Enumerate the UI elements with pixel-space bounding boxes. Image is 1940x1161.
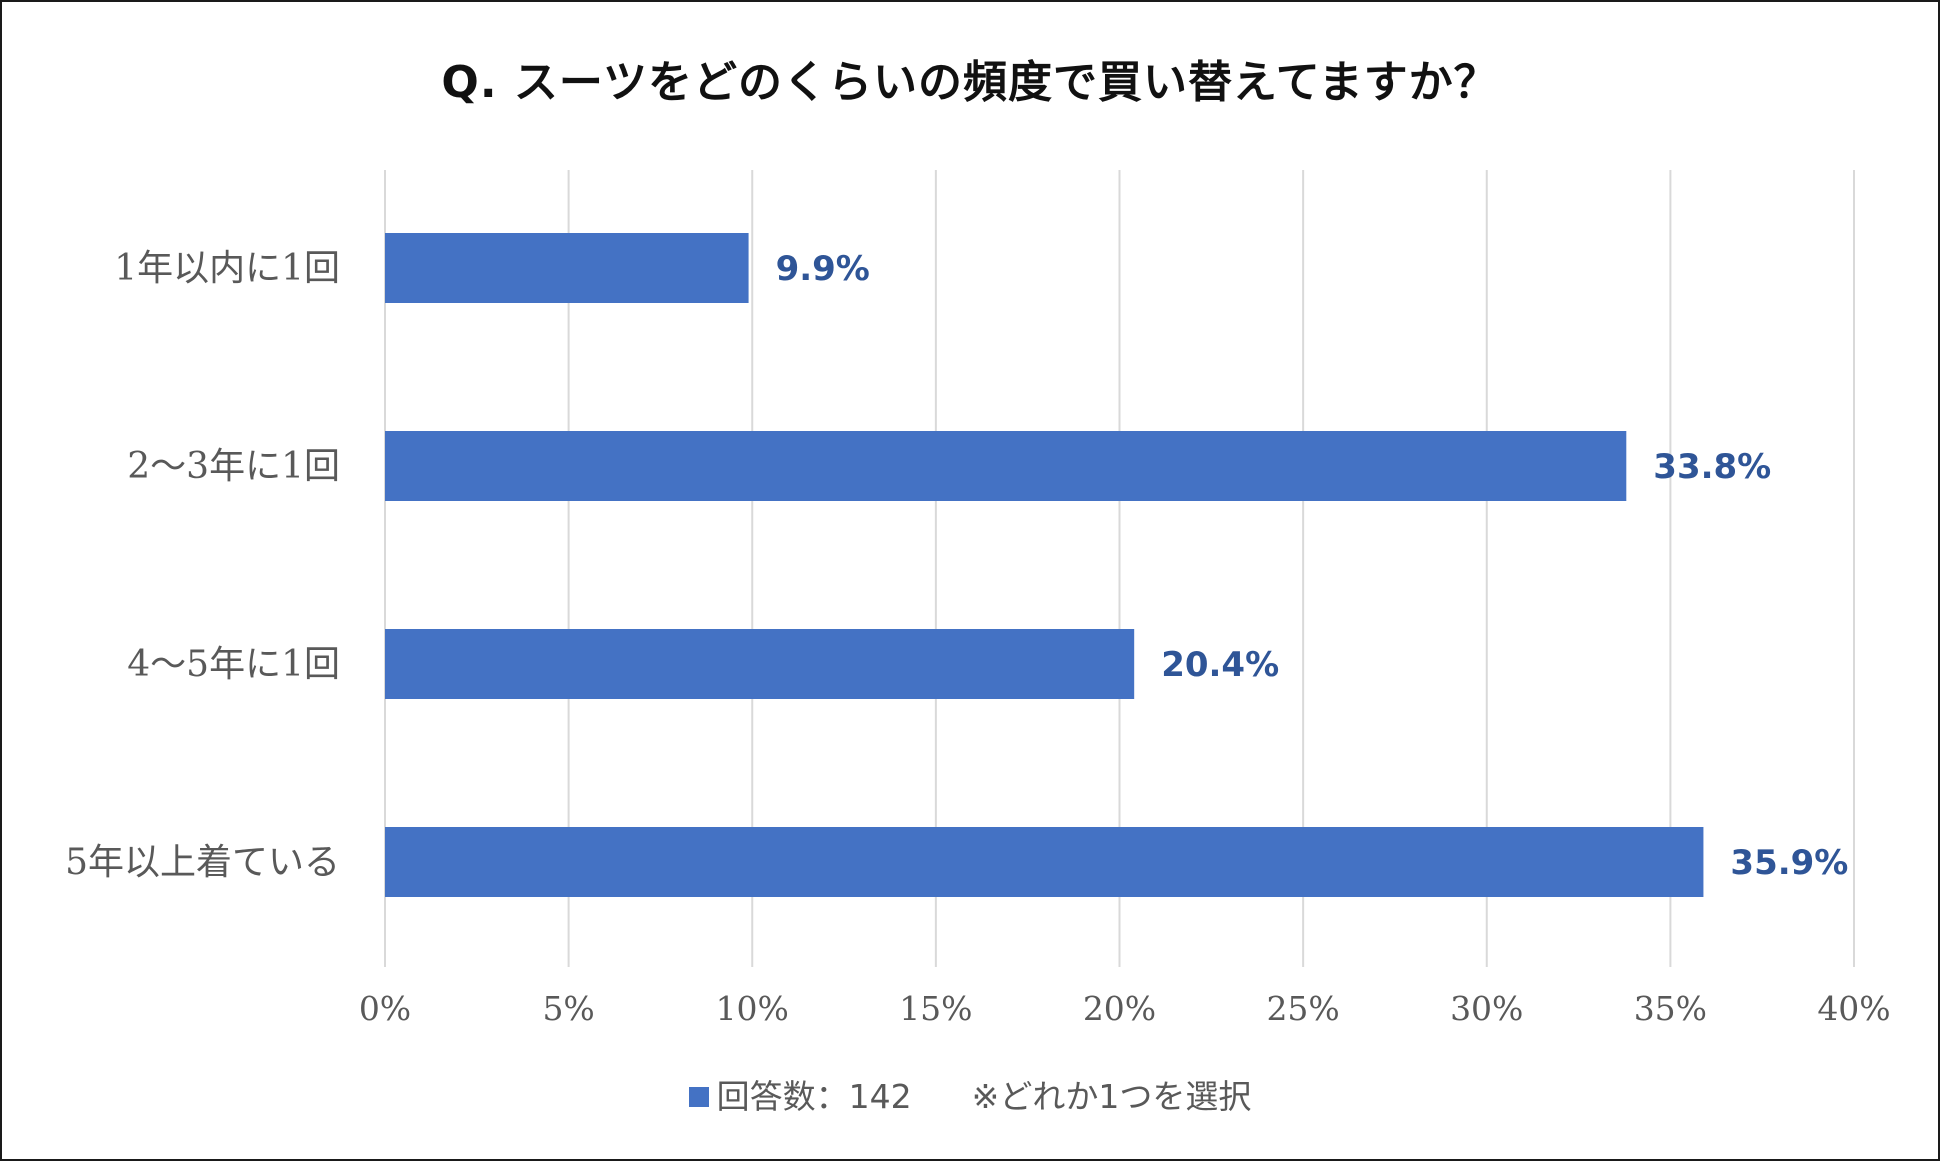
x-tick-label: 30% (1450, 989, 1523, 1028)
legend-swatch (688, 1087, 709, 1107)
bar (385, 233, 749, 303)
data-labels: 9.9% 33.8% 20.4% 35.9% (776, 249, 1849, 883)
x-tick-label: 10% (716, 989, 789, 1028)
x-tick-label: 15% (899, 989, 972, 1028)
x-tick-label: 0% (359, 989, 411, 1028)
data-label: 33.8% (1653, 447, 1771, 487)
x-tick-label: 40% (1817, 989, 1890, 1028)
x-tick-label: 25% (1266, 989, 1339, 1028)
bar (385, 827, 1704, 897)
bars (385, 233, 1704, 897)
category-labels: 1年以内に1回 2〜3年に1回 4〜5年に1回 5年以上着ている (65, 248, 340, 883)
legend: 回答数：142 ※どれか1つを選択 (2, 1070, 1938, 1118)
legend-series-label: 回答数：142 (716, 1077, 912, 1116)
legend-note: ※どれか1つを選択 (971, 1077, 1252, 1116)
data-label: 9.9% (776, 249, 870, 289)
x-tick-labels: 0% 5% 10% 15% 20% 25% 30% 35% 40% (359, 989, 1891, 1028)
data-label: 20.4% (1161, 645, 1279, 685)
x-tick-label: 20% (1083, 989, 1156, 1028)
x-tick-label: 5% (542, 989, 594, 1028)
data-label: 35.9% (1730, 843, 1848, 883)
category-label: 2〜3年に1回 (127, 446, 340, 487)
category-label: 1年以内に1回 (114, 248, 340, 289)
x-tick-label: 35% (1634, 989, 1707, 1028)
chart-title: Q. スーツをどのくらいの頻度で買い替えてますか？ (441, 57, 1499, 108)
category-label: 4〜5年に1回 (127, 644, 340, 685)
bar (385, 629, 1135, 699)
category-label: 5年以上着ている (65, 842, 340, 883)
bar (385, 431, 1627, 501)
